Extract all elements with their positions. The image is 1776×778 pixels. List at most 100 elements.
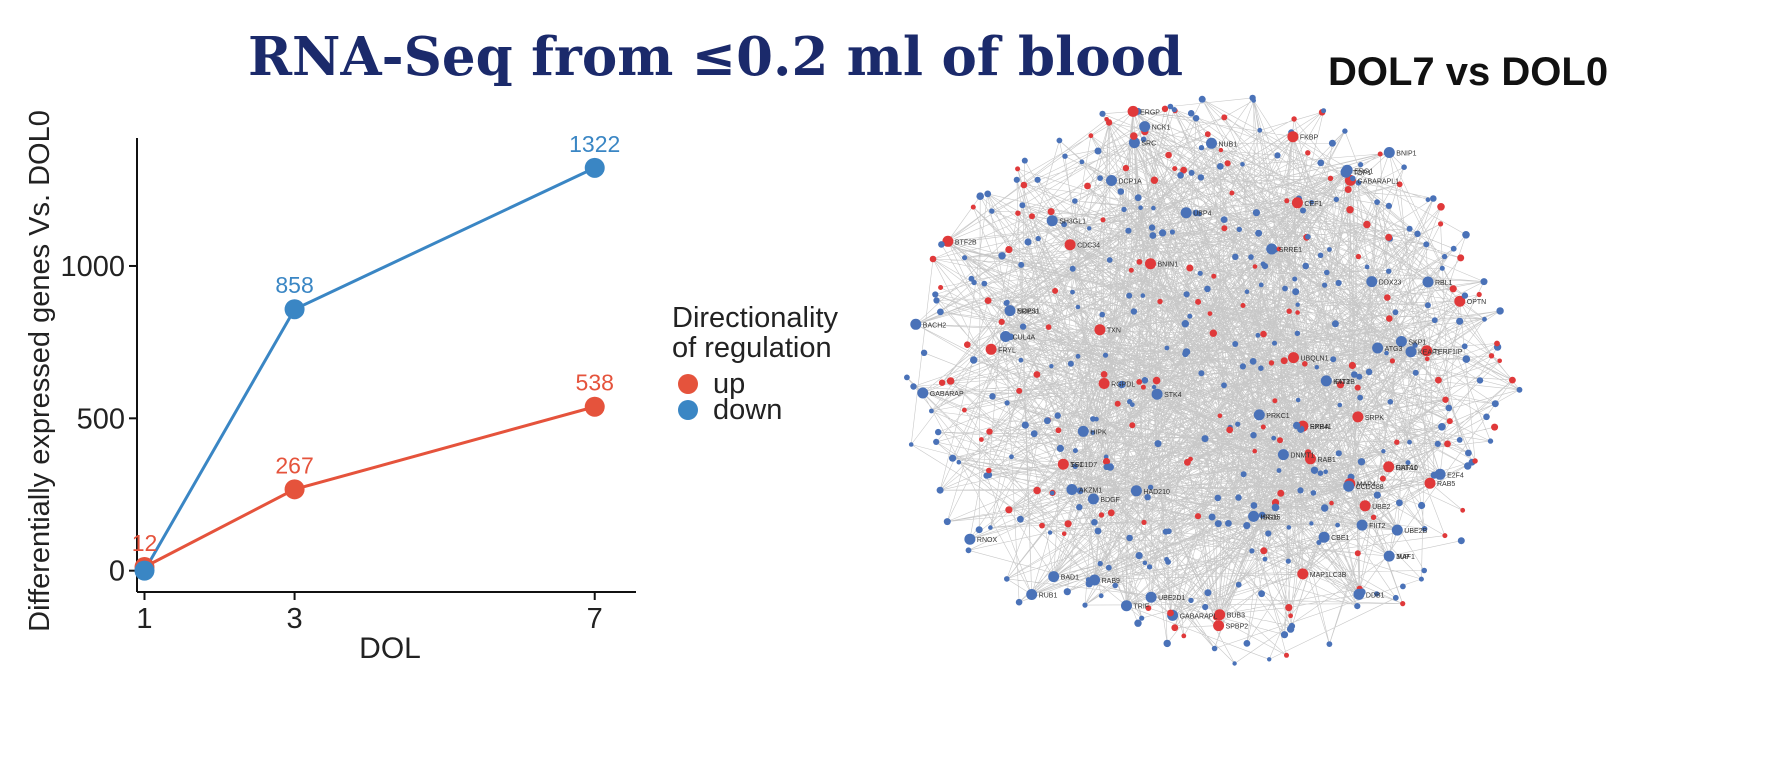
network-node-labels: GATA1 JUP EPB41 ERPS1 TSC1D7 ISG15 IFIT3 OPTN SR… [923,109,1486,630]
network-node-up [1355,253,1362,260]
network-node-down [1434,468,1446,480]
network-node-down [1350,175,1356,182]
network-node-up [1252,264,1258,269]
network-node-down [1077,425,1089,437]
network-node-label: ERGP [1140,109,1160,116]
network-node-down [1372,342,1384,354]
network-node-up [1005,246,1013,254]
network-node-label: RAB9 [1102,578,1120,585]
network-node-down [1364,264,1370,270]
network-node-down [1171,107,1177,113]
network-node-down [920,349,928,356]
network-node-down [1135,552,1143,560]
network-node-up [1052,287,1059,294]
network-node-down [1253,409,1265,421]
network-node-down [1079,159,1085,165]
legend-up-marker [678,374,698,394]
network-node-up [1015,166,1021,172]
network-node-down [1130,485,1142,497]
network-node-down [1046,215,1058,227]
network-node-down [1063,588,1071,596]
network-node-down [1198,370,1205,377]
network-node-down [1461,343,1468,350]
network-node-down [1097,560,1103,567]
network-node-down [1355,180,1362,186]
network-node-up [1094,324,1106,336]
y-tick-label: 1000 [60,251,125,283]
network-node-up [1400,601,1406,607]
network-node-up [1327,175,1334,181]
network-node-down [1387,399,1394,405]
network-node-up [1252,448,1257,454]
network-node-up [1033,371,1041,378]
network-node-label: CEF1 [1304,201,1322,208]
network-node-down [1438,423,1446,431]
network-node-down [1066,484,1078,495]
network-node-down [1204,589,1212,597]
network-node-down [1327,247,1332,252]
network-node-down [989,208,995,214]
network-node-up [1509,376,1516,384]
network-node-down [1009,454,1014,460]
network-node-down [1385,202,1392,209]
network-node-down [1465,449,1472,457]
network-node-up [1472,458,1478,464]
network-node-label: RAB5 [1437,481,1455,488]
network-node-up [1442,396,1449,403]
network-node-up [1344,186,1352,193]
network-node-down [1309,521,1314,526]
network-node-down [1365,368,1373,376]
network-node-down [1126,534,1133,542]
network-node-down [1049,364,1054,369]
network-node-down [1295,302,1300,307]
network-node-down [985,471,993,479]
network-node-up [1224,160,1231,167]
network-node-down [1373,491,1381,499]
network-node-label: SRPK [1365,415,1384,422]
network-node-up [1379,475,1386,482]
network-node-up [1061,531,1067,536]
network-node-down [1232,253,1239,260]
network-node-down [1221,382,1227,389]
network-node-down [1087,493,1099,505]
data-point-up [584,396,605,417]
network-node-down [1276,468,1282,473]
network-node-label: MAF1 [1396,554,1415,561]
network-node-up [1016,387,1023,394]
network-node-label: RUB1 [1039,593,1058,600]
network-node-down [1075,304,1081,310]
network-node-up [1488,353,1495,359]
network-node-down [1163,639,1171,648]
network-node-up [1064,239,1076,251]
network-node-down [1356,519,1368,531]
network-node-down [1248,510,1260,522]
network-node-down [1464,462,1472,470]
network-node-down [1310,466,1319,474]
network-node-up [1150,176,1159,184]
network-node-down [1139,121,1151,133]
network-node-up [1167,609,1174,617]
network-node-down [1320,375,1332,387]
data-point-up [284,479,305,500]
network-node-label: RNOX [977,537,998,544]
network-node-down [1267,246,1273,252]
network-node-down [1292,276,1298,282]
network-node-down [981,280,988,287]
network-node-down [1406,225,1413,232]
network-node-down [1321,108,1327,114]
network-node-down [1324,269,1330,276]
network-node-down [1112,582,1118,589]
series-points [134,157,605,581]
network-node-up [1129,422,1136,429]
network-node-down [1151,205,1156,211]
network-node-down [1049,490,1055,496]
network-node-down [1054,412,1061,419]
network-node-up [1370,514,1377,520]
network-node-down [1072,448,1078,454]
network-node-label: RBL1 [1435,280,1453,287]
network-node-label: MAP4 [1357,482,1376,489]
network-node-down [1374,199,1380,205]
network-node-down [1235,581,1242,588]
network-node-down [1140,293,1146,298]
network-node-down [1021,157,1028,164]
